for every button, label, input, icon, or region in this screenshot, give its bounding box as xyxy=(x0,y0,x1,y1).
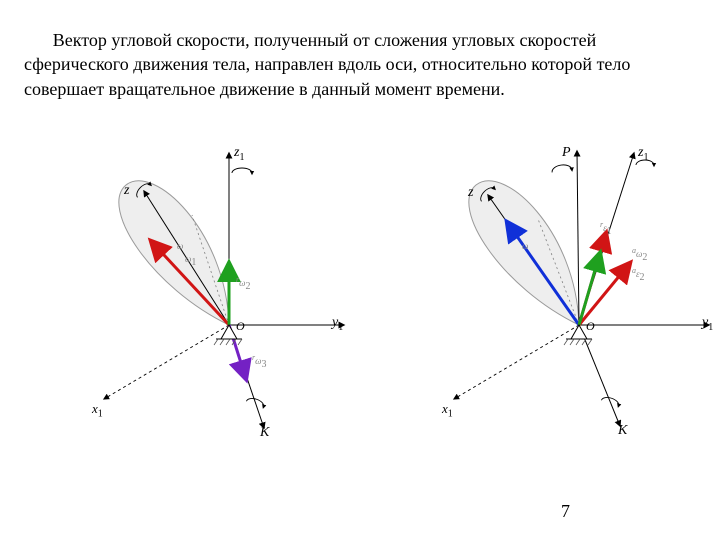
page-number: 7 xyxy=(561,501,570,522)
rot-arc-P xyxy=(551,164,572,173)
figure-right: O y1 x1 z1 z P K ω rε1 aω2 aε2 xyxy=(404,123,720,443)
axis-x1-dashed xyxy=(104,325,229,399)
rot-arc-z1 xyxy=(636,160,654,165)
pivot-support xyxy=(564,325,592,345)
main-paragraph-text: Вектор угловой скорости, полученный от с… xyxy=(24,30,630,99)
main-paragraph: Вектор угловой скорости, полученный от с… xyxy=(24,28,696,101)
figure-left: O y1 x1 z1 z K ω ω1 rω2 rω3 xyxy=(54,123,374,443)
pivot-support xyxy=(214,325,242,345)
axis-P xyxy=(577,151,579,325)
axis-x1-dashed xyxy=(454,325,579,399)
rot-arc-z1 xyxy=(232,168,252,173)
figure-row: O y1 x1 z1 z K ω ω1 rω2 rω3 xyxy=(24,119,696,479)
body-shape xyxy=(119,181,229,325)
